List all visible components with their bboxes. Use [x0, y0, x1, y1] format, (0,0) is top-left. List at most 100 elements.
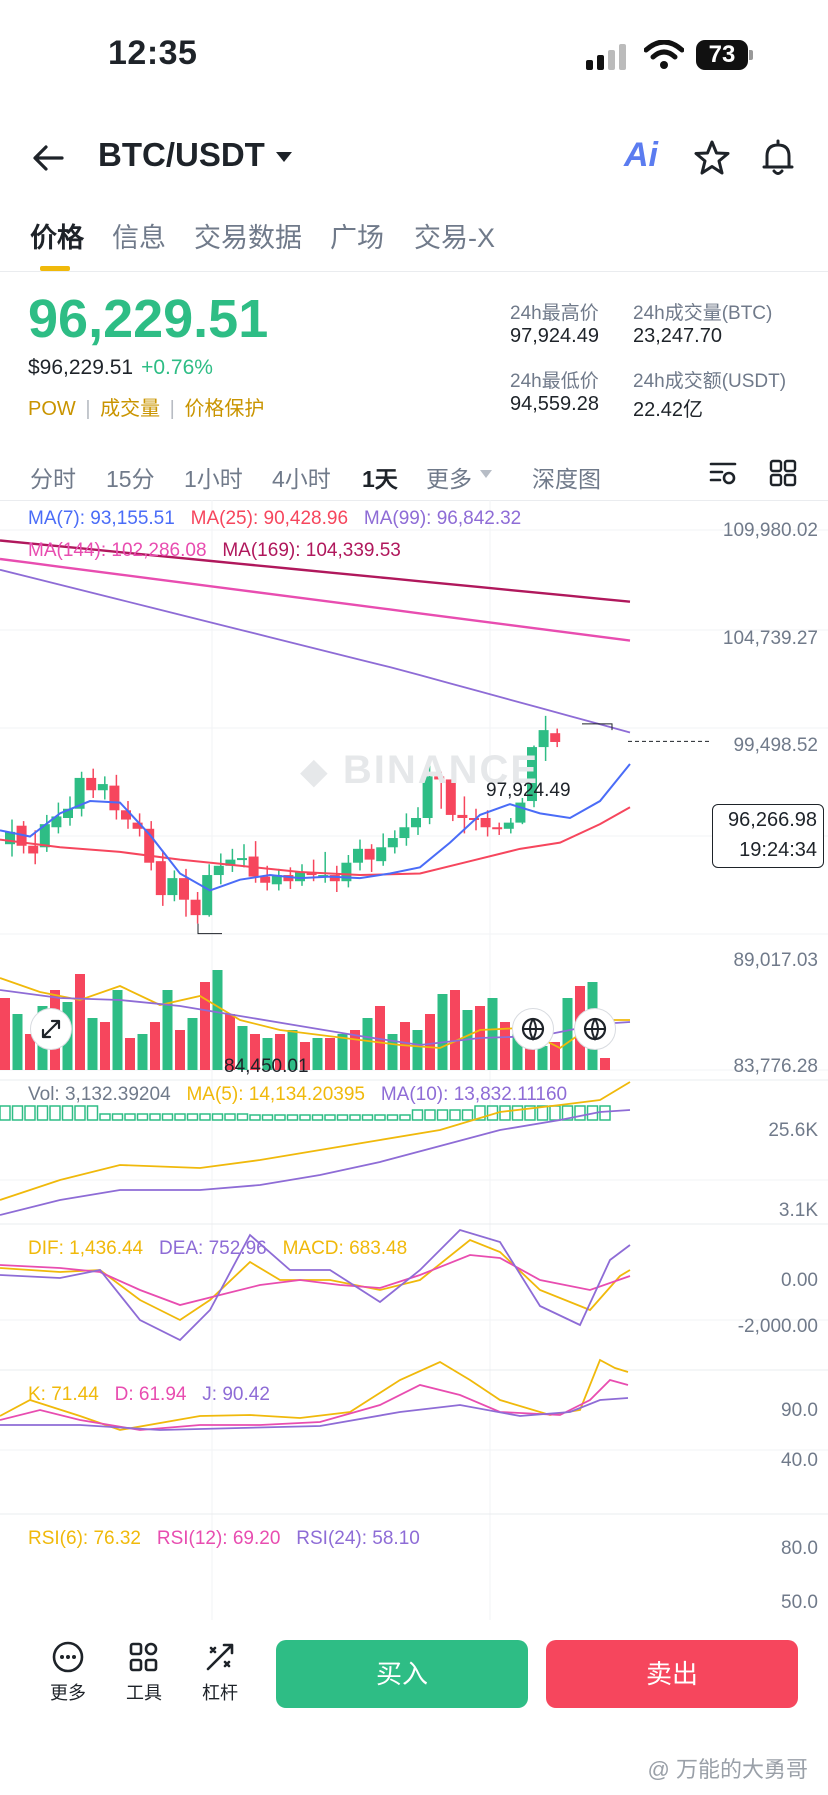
high-marker: 97,924.49 [486, 780, 571, 801]
dea-line [0, 1109, 631, 1216]
macd-bar [399, 1114, 411, 1121]
vol-ma5-legend: MA(5): 14,134.20395 [186, 1084, 365, 1105]
more-dots-icon [52, 1641, 84, 1673]
layout-grid-icon[interactable] [768, 458, 798, 488]
candle [144, 828, 155, 863]
tab-price[interactable]: 价格 [30, 223, 84, 253]
chevron-down-icon[interactable] [276, 152, 292, 162]
battery-cap [749, 50, 753, 60]
candle [353, 848, 363, 863]
macd-bar [574, 1105, 586, 1121]
indicator-button-2[interactable] [512, 1008, 554, 1050]
macd-bar [224, 1113, 236, 1121]
volume-axis-label: 3.1K [778, 1200, 818, 1221]
period-depth[interactable]: 深度图 [532, 466, 601, 492]
candle [387, 838, 398, 848]
chevron-down-icon[interactable] [480, 470, 492, 478]
tools-button[interactable]: 工具 [114, 1640, 174, 1705]
high-marker-line [582, 723, 613, 731]
macd-value-legend: MACD: 683.48 [282, 1238, 408, 1259]
candle [434, 776, 445, 780]
macd-bar [599, 1105, 611, 1121]
candle [329, 875, 340, 882]
macd-bar [161, 1113, 174, 1121]
back-arrow-icon[interactable] [30, 140, 66, 176]
volume-bar [387, 1034, 398, 1070]
period-1d[interactable]: 1天 [362, 466, 398, 492]
pair-title[interactable]: BTC/USDT [98, 136, 265, 173]
period-15m[interactable]: 15分 [106, 466, 155, 492]
tag-price-protect[interactable]: 价格保护 [184, 398, 265, 420]
candle [132, 822, 143, 829]
price-axis-label: 109,980.02 [722, 520, 818, 541]
candle [121, 810, 131, 820]
ma-legend-row2: MA(144): 102,286.08 MA(169): 104,339.53 [28, 540, 401, 562]
macd-bar [49, 1105, 61, 1121]
globe-icon [583, 1017, 607, 1041]
indicator-button-1[interactable] [574, 1008, 616, 1050]
candle [399, 827, 410, 839]
period-4h[interactable]: 4小时 [272, 466, 331, 492]
ma7-line [0, 763, 631, 892]
tab-underline [40, 266, 70, 271]
ma144-line [0, 557, 631, 642]
volume-bar [375, 1006, 385, 1070]
tag-volume[interactable]: 成交量 [100, 398, 161, 420]
tag-pow[interactable]: POW [28, 398, 76, 420]
tools-grid-icon [129, 1642, 158, 1672]
macd-bar [24, 1105, 36, 1121]
macd-bar [36, 1105, 49, 1121]
candle [167, 878, 178, 896]
more-button[interactable]: 更多 [38, 1640, 98, 1705]
ai-icon[interactable]: Ai [624, 136, 658, 174]
vol-usdt-label: 24h成交额(USDT) [633, 371, 787, 392]
candle [213, 865, 224, 876]
more-label: 更多 [50, 1683, 86, 1703]
candle [260, 876, 271, 883]
ma144-legend: MA(144): 102,286.08 [28, 540, 207, 561]
candle [480, 817, 491, 828]
volume-bar [275, 1034, 285, 1070]
ma169-legend: MA(169): 104,339.53 [222, 540, 401, 561]
vol-btc-label: 24h成交量(BTC) [633, 303, 773, 324]
tab-trade-x[interactable]: 交易-X [414, 223, 495, 253]
period-more[interactable]: 更多 [426, 466, 472, 492]
candle [179, 878, 189, 900]
chart-settings-icon[interactable] [708, 458, 738, 488]
macd-bar [386, 1114, 399, 1121]
macd-bar [299, 1114, 311, 1121]
tab-trade-data[interactable]: 交易数据 [194, 223, 302, 253]
fullscreen-button[interactable] [30, 1008, 72, 1050]
high-value: 97,924.49 [510, 325, 599, 347]
macd-bar [349, 1114, 361, 1121]
volume-bar [425, 1014, 435, 1070]
price-axis-label: 104,739.27 [722, 628, 818, 649]
volume-bar [550, 1042, 560, 1070]
tab-bar: 价格 信息 交易数据 广场 交易-X [30, 216, 828, 256]
star-icon[interactable] [692, 138, 732, 178]
leverage-button[interactable]: 杠杆 [190, 1640, 250, 1705]
macd-bar [511, 1105, 524, 1121]
candle [550, 733, 561, 742]
candle [364, 848, 375, 860]
candle [51, 816, 62, 828]
tab-square[interactable]: 广场 [330, 223, 384, 253]
bell-icon[interactable] [758, 138, 798, 178]
period-1h[interactable]: 1小时 [184, 466, 243, 492]
high-label: 24h最高价 [510, 303, 599, 324]
volume-bar [525, 1030, 535, 1070]
candle [5, 831, 15, 845]
d-legend: D: 61.94 [114, 1384, 187, 1405]
sell-button[interactable]: 卖出 [546, 1640, 798, 1708]
macd-bar [236, 1113, 249, 1121]
tab-info[interactable]: 信息 [112, 223, 166, 253]
period-line[interactable]: 分时 [30, 466, 76, 492]
current-price-tag[interactable]: 96,266.98 19:24:34 [712, 804, 824, 868]
candle [295, 871, 305, 882]
low-marker-line [197, 923, 222, 935]
rsi24-legend: RSI(24): 58.10 [296, 1528, 420, 1549]
kline-chart[interactable] [0, 500, 828, 1620]
volume-bar [75, 974, 85, 1070]
buy-button[interactable]: 买入 [276, 1640, 528, 1708]
expand-icon [41, 1019, 61, 1039]
